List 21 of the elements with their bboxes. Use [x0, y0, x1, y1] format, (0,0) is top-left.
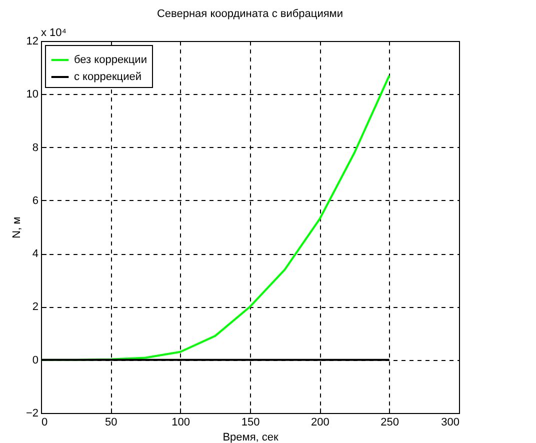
x-tick-label: 100 [172, 416, 190, 428]
text: x 10⁴ [41, 27, 67, 39]
x-tick-label: 300 [441, 416, 460, 428]
y-tick-label: −2 [26, 408, 38, 420]
y-tick-label: 2 [32, 301, 38, 314]
y-axis-title: N, м [10, 216, 23, 238]
x-tick-label: 250 [380, 416, 400, 428]
x-tick-label: 200 [310, 416, 330, 428]
y-tick-label: 6 [32, 194, 38, 207]
legend-label: без коррекции [74, 54, 147, 66]
x-tick-label: 0 [42, 416, 48, 428]
x-axis-title: Время, сек [222, 432, 278, 443]
y-tick-label: 0 [32, 354, 38, 366]
y-tick-label: 8 [32, 142, 38, 154]
y-tick-label: 12 [26, 36, 38, 48]
y-tick-label: 10 [26, 88, 38, 101]
y-tick-label: 4 [32, 248, 38, 260]
chart-title: Северная координата с вибрациями [156, 8, 344, 20]
x-tick-label: 50 [105, 416, 118, 428]
x-tick-label: 150 [241, 416, 260, 428]
legend-label: с коррекцией [74, 71, 142, 83]
